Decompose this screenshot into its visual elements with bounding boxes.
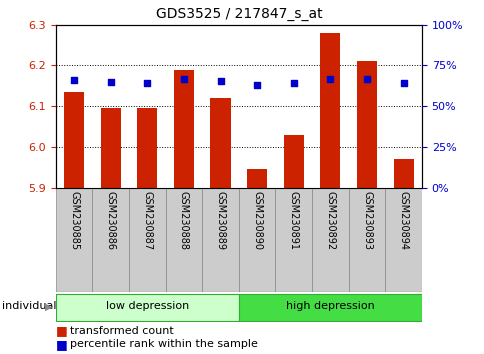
Bar <box>202 188 239 292</box>
Bar <box>283 135 303 188</box>
Text: ■: ■ <box>56 325 67 337</box>
Text: low depression: low depression <box>106 302 189 312</box>
Bar <box>356 61 377 188</box>
Text: GSM230892: GSM230892 <box>325 191 335 250</box>
Point <box>70 77 78 82</box>
Text: GSM230894: GSM230894 <box>398 191 408 250</box>
Bar <box>239 293 421 321</box>
Text: ■: ■ <box>56 338 67 351</box>
Text: GSM230893: GSM230893 <box>361 191 371 250</box>
Point <box>289 80 297 86</box>
Point <box>363 76 370 81</box>
Bar <box>312 188 348 292</box>
Bar <box>56 188 92 292</box>
Text: percentile rank within the sample: percentile rank within the sample <box>70 339 257 349</box>
Text: GSM230889: GSM230889 <box>215 191 225 250</box>
Bar <box>92 188 129 292</box>
Text: GSM230887: GSM230887 <box>142 191 152 250</box>
Bar <box>319 33 340 188</box>
Bar <box>393 159 413 188</box>
Point <box>326 76 333 81</box>
Bar <box>100 108 121 188</box>
Text: GSM230885: GSM230885 <box>69 191 79 250</box>
Text: ▶: ▶ <box>45 302 52 312</box>
Text: transformed count: transformed count <box>70 326 174 336</box>
Bar <box>384 188 421 292</box>
Bar <box>64 92 84 188</box>
Bar <box>137 108 157 188</box>
Text: GSM230888: GSM230888 <box>179 191 189 250</box>
Bar <box>275 188 312 292</box>
Bar <box>246 169 267 188</box>
Bar <box>129 188 166 292</box>
Point <box>143 80 151 85</box>
Point <box>399 80 407 85</box>
Point <box>253 82 260 88</box>
Text: GSM230891: GSM230891 <box>288 191 298 250</box>
Text: GSM230890: GSM230890 <box>252 191 262 250</box>
Text: high depression: high depression <box>286 302 374 312</box>
Text: GSM230886: GSM230886 <box>106 191 116 250</box>
Point <box>180 76 187 81</box>
Title: GDS3525 / 217847_s_at: GDS3525 / 217847_s_at <box>155 7 321 21</box>
Bar <box>210 98 230 188</box>
Bar <box>348 188 385 292</box>
Point <box>216 78 224 84</box>
Bar <box>166 188 202 292</box>
Bar <box>173 69 194 188</box>
Bar <box>56 293 239 321</box>
Point <box>106 79 114 85</box>
Text: individual: individual <box>2 302 57 312</box>
Bar <box>239 188 275 292</box>
